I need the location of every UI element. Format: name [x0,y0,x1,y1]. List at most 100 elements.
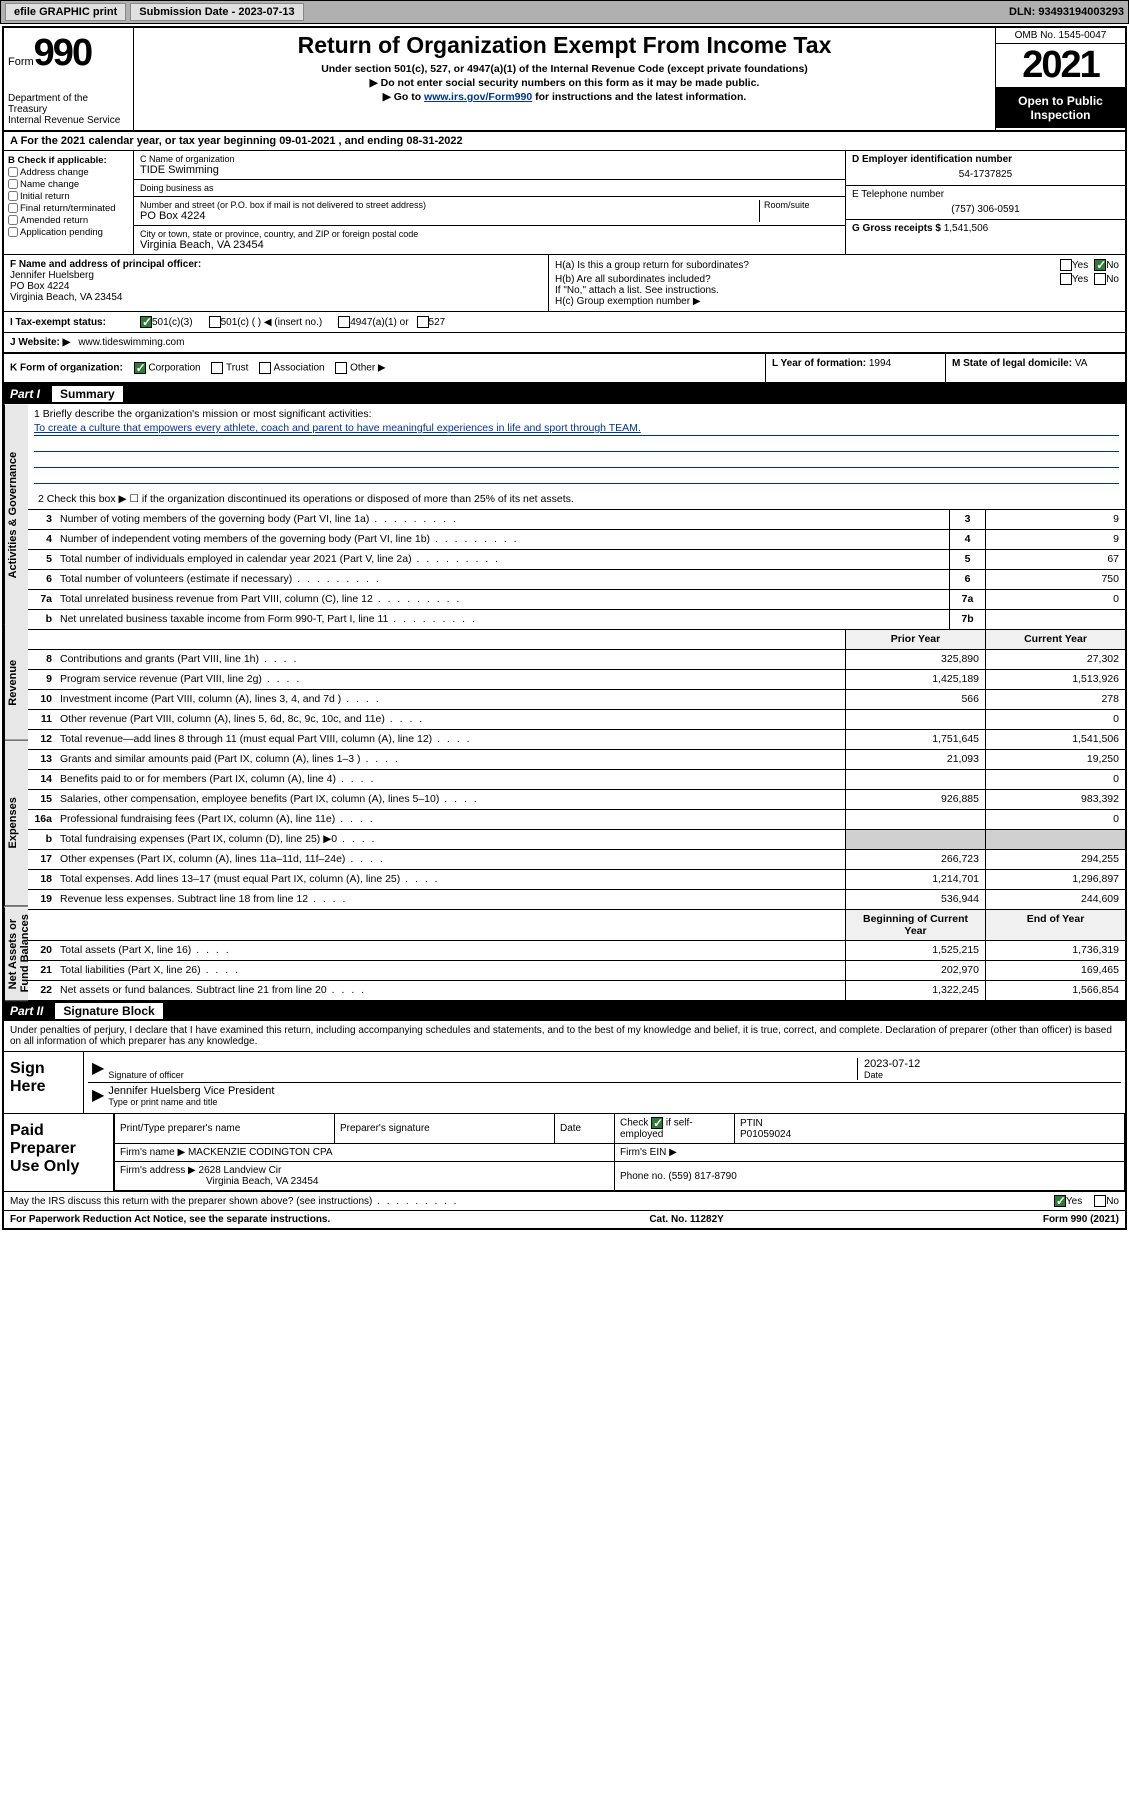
summary-row: 8Contributions and grants (Part VIII, li… [28,650,1125,670]
prep-date-header: Date [555,1114,615,1144]
chk-corporation[interactable] [134,362,146,374]
chk-527[interactable] [417,316,429,328]
summary-body: Activities & Governance Revenue Expenses… [4,404,1125,1001]
chk-amended-return[interactable]: Amended return [8,215,129,226]
summary-row: 20Total assets (Part X, line 16)1,525,21… [28,941,1125,961]
chk-final-return[interactable]: Final return/terminated [8,203,129,214]
prep-ptin: PTINP01059024 [735,1114,1125,1144]
summary-row: 12Total revenue—add lines 8 through 11 (… [28,730,1125,750]
sign-here-row: Sign Here ▶ Signature of officer 2023-07… [4,1051,1125,1113]
summary-row: 13Grants and similar amounts paid (Part … [28,750,1125,770]
form-prefix: Form [8,56,34,68]
instr-goto: ▶ Go to www.irs.gov/Form990 for instruct… [142,91,987,103]
chk-trust[interactable] [211,362,223,374]
part1-title: Summary [52,386,123,402]
summary-row: 22Net assets or fund balances. Subtract … [28,981,1125,1001]
form-header: Form990 Department of the Treasury Inter… [4,28,1125,132]
prep-self-emp: Check if self-employed [615,1114,735,1144]
ein-label: D Employer identification number [852,154,1119,165]
chk-501c[interactable] [209,316,221,328]
header-right: OMB No. 1545-0047 2021 Open to Public In… [995,28,1125,130]
summary-row: 18Total expenses. Add lines 13–17 (must … [28,870,1125,890]
section-bcde: B Check if applicable: Address change Na… [4,151,1125,255]
irs-link[interactable]: www.irs.gov/Form990 [424,91,532,103]
section-h: H(a) Is this a group return for subordin… [549,255,1125,311]
section-f-label: F Name and address of principal officer: [10,259,542,270]
line2: 2 Check this box ▶ ☐ if the organization… [28,490,1125,510]
paid-preparer-label: Paid Preparer Use Only [4,1114,114,1191]
header-center: Return of Organization Exempt From Incom… [134,28,995,130]
summary-row: bNet unrelated business taxable income f… [28,610,1125,630]
mission-text: To create a culture that empowers every … [34,422,1119,436]
row-m: M State of legal domicile: VA [945,354,1125,382]
ha-yes-checkbox[interactable] [1060,259,1072,271]
dept-treasury: Department of the Treasury [8,93,129,115]
sig-date-label: Date [864,1070,1111,1080]
irs-label: Internal Revenue Service [8,115,129,126]
mission-blank3 [34,470,1119,484]
end-year-header: End of Year [985,910,1125,940]
firm-ein-cell: Firm's EIN ▶ [615,1144,1125,1162]
chk-address-change[interactable]: Address change [8,167,129,178]
chk-501c3[interactable] [140,316,152,328]
efile-button[interactable]: efile GRAPHIC print [5,3,126,21]
chk-self-employed[interactable] [651,1117,663,1129]
summary-row: 17Other expenses (Part IX, column (A), l… [28,850,1125,870]
row-a-tax-year: A For the 2021 calendar year, or tax yea… [4,132,1125,151]
hb-yes-checkbox[interactable] [1060,273,1072,285]
hb-label: H(b) Are all subordinates included? [555,274,1060,285]
row-i-label: I Tax-exempt status: [10,317,140,328]
submission-date-label: Submission Date - [139,6,238,18]
form-ref: Form 990 (2021) [1043,1214,1119,1225]
firm-name-cell: Firm's name ▶ MACKENZIE CODINGTON CPA [115,1144,615,1162]
chk-application-pending[interactable]: Application pending [8,227,129,238]
chk-other[interactable] [335,362,347,374]
open-public-badge: Open to Public Inspection [996,88,1125,128]
row-fh: F Name and address of principal officer:… [4,255,1125,312]
bottom-line: For Paperwork Reduction Act Notice, see … [4,1210,1125,1228]
hb-note: If "No," attach a list. See instructions… [555,285,1119,296]
summary-row: 9Program service revenue (Part VIII, lin… [28,670,1125,690]
dba-label: Doing business as [140,183,839,193]
chk-name-change[interactable]: Name change [8,179,129,190]
vtab-rev: Revenue [4,625,28,741]
chk-association[interactable] [259,362,271,374]
row-j-label: J Website: ▶ [10,337,70,348]
addr-value: PO Box 4224 [140,210,759,222]
part1-header: Part I Summary [4,384,1125,404]
chk-initial-return[interactable]: Initial return [8,191,129,202]
ein-value: 54-1737825 [852,169,1119,180]
discuss-no-checkbox[interactable] [1094,1195,1106,1207]
room-label: Room/suite [764,200,839,210]
ha-label: H(a) Is this a group return for subordin… [555,260,1060,271]
summary-rows: 1 Briefly describe the organization's mi… [28,404,1125,1001]
summary-row: 16aProfessional fundraising fees (Part I… [28,810,1125,830]
begin-year-header: Beginning of Current Year [845,910,985,940]
org-name: TIDE Swimming [140,164,839,176]
row-l: L Year of formation: 1994 [765,354,945,382]
instr-no-ssn: ▶ Do not enter social security numbers o… [142,77,987,89]
submission-date-button[interactable]: Submission Date - 2023-07-13 [130,3,303,21]
dln: DLN: 93493194003293 [1009,6,1124,18]
discuss-yes-checkbox[interactable] [1054,1195,1066,1207]
form-990-container: Form990 Department of the Treasury Inter… [2,26,1127,1230]
line1-mission-block: 1 Briefly describe the organization's mi… [28,404,1125,490]
form-subtitle: Under section 501(c), 527, or 4947(a)(1)… [142,63,987,75]
part2-num: Part II [10,1004,43,1018]
vtab-net: Net Assets or Fund Balances [4,907,28,1001]
chk-4947[interactable] [338,316,350,328]
summary-row: 21Total liabilities (Part X, line 26)202… [28,961,1125,981]
ha-no-checkbox[interactable] [1094,259,1106,271]
summary-row: bTotal fundraising expenses (Part IX, co… [28,830,1125,850]
sign-here-label: Sign Here [4,1052,84,1113]
preparer-table: Print/Type preparer's name Preparer's si… [114,1114,1125,1191]
org-name-label: C Name of organization [140,154,839,164]
part2-title: Signature Block [55,1003,162,1019]
sig-name-title-label: Type or print name and title [108,1097,1117,1107]
row-k-label: K Form of organization: [10,363,123,374]
form-title: Return of Organization Exempt From Incom… [142,32,987,59]
hb-no-checkbox[interactable] [1094,273,1106,285]
firm-phone-cell: Phone no. (559) 817-8790 [615,1162,1125,1191]
sig-date-value: 2023-07-12 [864,1058,1111,1070]
summary-row: 14Benefits paid to or for members (Part … [28,770,1125,790]
